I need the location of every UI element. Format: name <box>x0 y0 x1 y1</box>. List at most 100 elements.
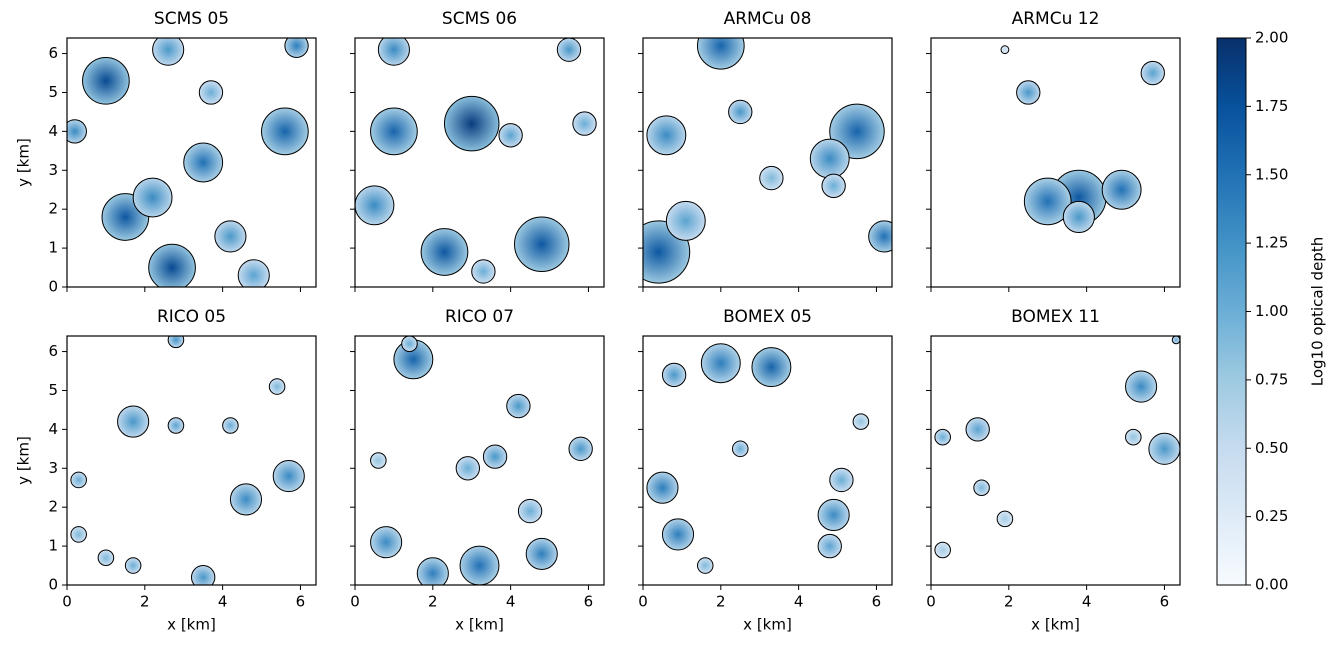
cloud-field <box>67 38 309 287</box>
x-axis-label: x [km] <box>743 616 792 634</box>
cloud <box>443 95 500 152</box>
cloud <box>1016 80 1041 105</box>
cloud <box>482 444 508 469</box>
y-tick-label: 2 <box>48 498 58 516</box>
cloud <box>661 362 687 388</box>
x-axis-label: x [km] <box>455 616 504 634</box>
cloud <box>70 526 87 543</box>
cloud <box>420 228 469 276</box>
cloud-field <box>646 343 870 574</box>
cloud <box>1125 370 1158 403</box>
x-tick-label: 2 <box>428 593 438 611</box>
cloud-field <box>643 38 892 284</box>
panel-title: RICO 05 <box>157 307 226 327</box>
cloud <box>934 541 951 559</box>
cloud <box>167 336 185 349</box>
cloud <box>696 557 714 574</box>
axes-frame <box>354 335 605 586</box>
axes-frame <box>354 37 605 288</box>
cloud <box>728 99 753 125</box>
colorbar-tick-label: 2.00 <box>1255 29 1288 47</box>
y-tick-label: 1 <box>48 239 58 257</box>
cloud <box>1125 428 1142 446</box>
x-tick-label: 0 <box>926 593 936 611</box>
axes-frame <box>66 335 317 586</box>
colorbar-tick-label: 0.25 <box>1255 507 1288 525</box>
y-tick-label: 1 <box>48 537 58 555</box>
x-tick-label: 4 <box>218 593 228 611</box>
cloud <box>416 557 449 585</box>
cloud-field <box>1000 45 1165 234</box>
x-axis-label: x [km] <box>1031 616 1080 634</box>
axes-frame <box>642 335 893 586</box>
cloud <box>377 38 410 66</box>
cloud <box>222 417 239 434</box>
cloud <box>70 471 87 489</box>
cloud <box>517 498 543 524</box>
panel-title: SCMS 05 <box>154 9 229 29</box>
y-tick-label: 4 <box>48 420 58 438</box>
panel-title: BOMEX 05 <box>723 307 812 327</box>
x-tick-label: 4 <box>794 593 804 611</box>
colorbar-tick-label: 0.00 <box>1255 576 1288 594</box>
cloud <box>817 498 850 532</box>
panel-title: RICO 07 <box>445 307 514 327</box>
y-tick-label: 3 <box>48 161 58 179</box>
cloud <box>229 483 263 516</box>
cloud <box>67 119 87 144</box>
colorbar-tick-label: 1.75 <box>1255 97 1288 115</box>
cloud <box>1148 432 1180 465</box>
cloud <box>1023 177 1072 226</box>
cloud <box>568 436 593 461</box>
y-tick-label: 5 <box>48 381 58 399</box>
cloud <box>1000 45 1010 55</box>
panel-title: SCMS 06 <box>442 9 517 29</box>
cloud <box>355 185 395 226</box>
y-axis-label: y [km] <box>15 436 33 485</box>
axes-frame <box>642 37 893 288</box>
cloud <box>237 259 270 287</box>
cloud <box>261 107 309 156</box>
colorbar-tick-label: 1.50 <box>1255 165 1288 183</box>
cloud <box>572 111 597 136</box>
cloud-field <box>70 336 305 585</box>
x-tick-label: 4 <box>1082 593 1092 611</box>
colorbar-tick-label: 0.50 <box>1255 439 1288 457</box>
panel-title: ARMCu 08 <box>724 9 812 29</box>
cloud <box>506 393 531 419</box>
y-axis-label: y [km] <box>15 138 33 187</box>
x-tick-label: 6 <box>1160 593 1170 611</box>
colorbar-tick-label: 1.00 <box>1255 302 1288 320</box>
y-tick-label: 6 <box>48 44 58 62</box>
cloud <box>829 467 854 493</box>
cloud <box>696 38 745 70</box>
x-tick-label: 6 <box>872 593 882 611</box>
y-tick-label: 0 <box>48 576 58 594</box>
cloud-field <box>370 336 593 585</box>
cloud <box>514 216 570 272</box>
cloud <box>996 510 1014 528</box>
cloud <box>661 518 695 551</box>
cloud <box>1101 169 1142 210</box>
cloud <box>759 165 784 191</box>
x-tick-label: 6 <box>584 593 594 611</box>
cloud <box>556 38 582 62</box>
cloud <box>498 123 523 148</box>
cloud <box>132 177 173 218</box>
axes-frame <box>930 335 1181 586</box>
colorbar-tick-label: 0.75 <box>1255 370 1288 388</box>
cloud-field <box>355 38 597 284</box>
cloud <box>646 471 679 504</box>
cloud <box>401 336 418 353</box>
colorbar-label: Log10 optical depth <box>1309 237 1327 386</box>
axes-frame <box>66 37 317 288</box>
x-tick-label: 2 <box>140 593 150 611</box>
cloud <box>370 526 403 559</box>
x-tick-label: 4 <box>506 593 516 611</box>
x-tick-label: 0 <box>62 593 72 611</box>
cloud <box>525 537 558 570</box>
x-tick-label: 2 <box>1004 593 1014 611</box>
cloud <box>117 405 150 438</box>
cloud <box>868 220 892 253</box>
